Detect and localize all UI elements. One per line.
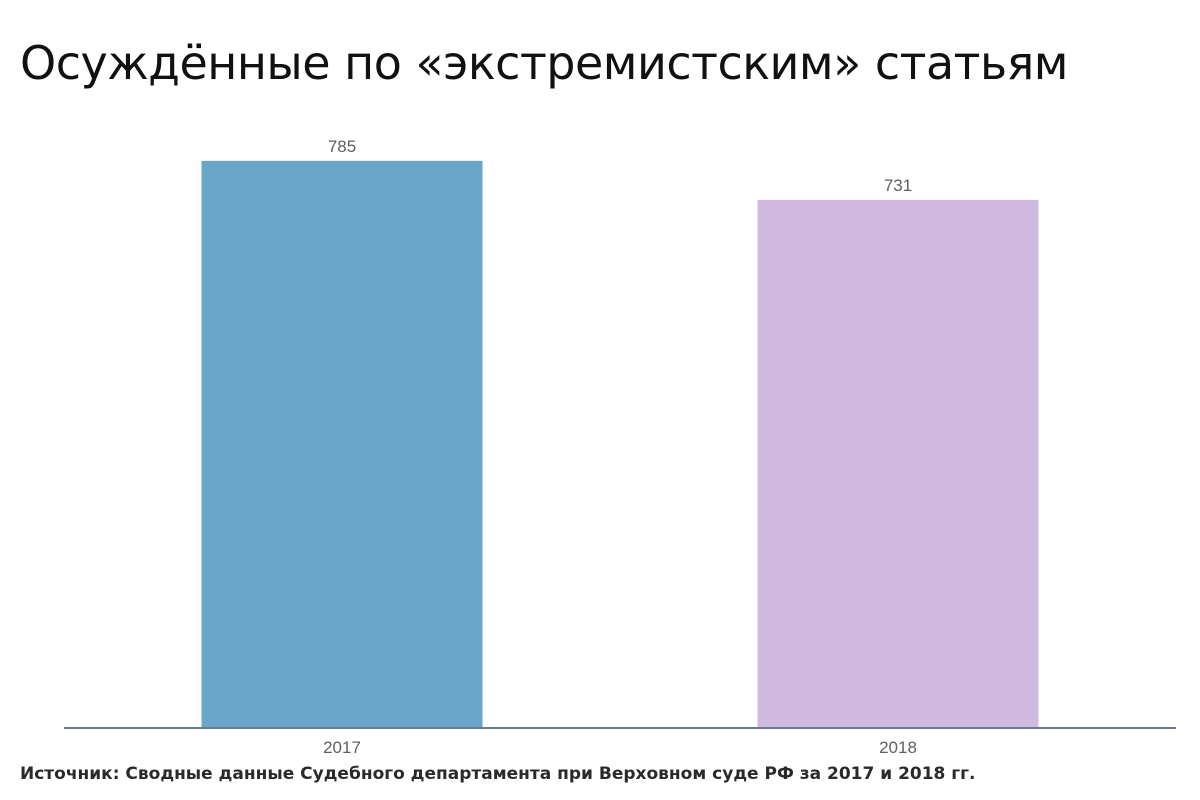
data-label-2017: 785: [328, 137, 356, 156]
source-note: Источник: Сводные данные Судебного депар…: [20, 764, 976, 784]
bar-2018: [757, 199, 1039, 729]
bar-2017: [201, 160, 483, 728]
x-tick-label-2018: 2018: [879, 738, 917, 757]
x-tick-label-2017: 2017: [323, 738, 361, 757]
data-label-2018: 731: [884, 176, 912, 195]
chart-title: Осуждённые по «экстремистским» статьям: [20, 36, 1068, 90]
